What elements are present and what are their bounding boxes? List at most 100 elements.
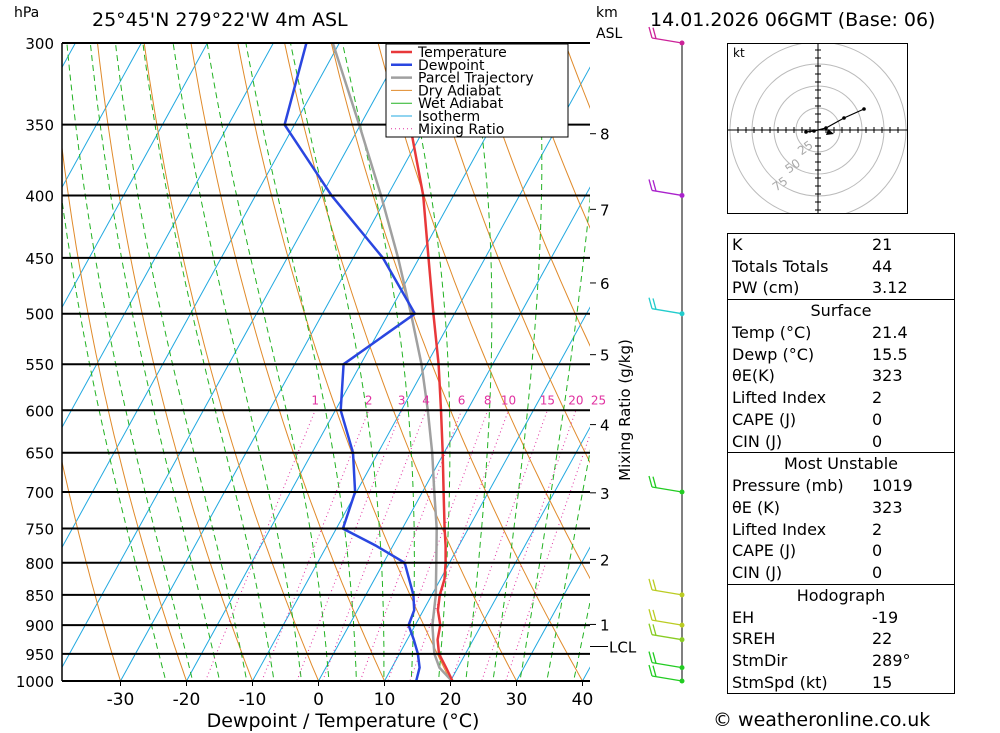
wind-barb-flag [652, 476, 657, 488]
most-unstable-index-value: 0 [872, 562, 883, 582]
dry-adiabat-line [377, 43, 590, 580]
wind-barb-staff [651, 661, 683, 669]
hodograph-index-row: StmSpd (kt) 15 [728, 672, 954, 694]
index-row: K 21 [728, 234, 954, 256]
surface-index-label: CAPE (J) [732, 409, 797, 429]
isotherm-line [62, 43, 208, 309]
pressure-tick-label: 800 [25, 555, 54, 573]
mixing-ratio-value-label: 2 [365, 393, 373, 407]
surface-title: Surface [810, 301, 872, 321]
most-unstable-index-label: θE (K) [732, 497, 780, 517]
mixing-ratio-line [387, 410, 489, 681]
surface-index-label: Temp (°C) [732, 323, 812, 343]
most-unstable-index-value: 0 [872, 541, 883, 561]
km-tick-label: 5 [600, 347, 610, 365]
surface-index-label: CIN (J) [732, 431, 783, 451]
legend-box [385, 43, 569, 138]
surface-index-row: Dewp (°C) 15.5 [728, 344, 954, 366]
indices-table: K 21 Totals Totals 44 PW (cm) 3.12 Surface Te… [727, 233, 955, 695]
wind-barb-staff [651, 675, 683, 682]
indices-section-hodograph: Hodograph EH -19 SREH 22 StmDir 289° StmSpd (k… [728, 583, 954, 694]
hodograph-unit-label: kt [733, 46, 745, 60]
pressure-tick-label: 400 [25, 187, 54, 205]
hodograph-point [812, 129, 816, 133]
location-title: 25°45'N 279°22'W 4m ASL [92, 9, 348, 31]
pressure-tick-label: 300 [25, 35, 54, 53]
mixing-ratio-line [322, 410, 427, 681]
pressure-tick-label: 700 [25, 484, 54, 502]
index-value: 3.12 [872, 278, 908, 298]
wind-barb-flag [652, 665, 657, 677]
wind-barb [648, 623, 685, 643]
dry-adiabat-line [330, 43, 584, 681]
wind-barb-staff [651, 634, 683, 641]
wind-barb-staff [651, 189, 683, 197]
isotherm-line [383, 306, 590, 681]
x-tick-label: -20 [173, 690, 201, 710]
most-unstable-index-label: CIN (J) [732, 562, 783, 582]
km-tick-label: 8 [600, 126, 610, 144]
legend-entry-label: Dewpoint [418, 58, 485, 74]
index-row: PW (cm) 3.12 [728, 277, 954, 299]
wind-barb-flag [648, 26, 653, 39]
hodograph-index-label: SREH [732, 629, 776, 649]
wind-barb-flag [652, 652, 657, 664]
wind-barb-flag [648, 623, 653, 635]
surface-index-row: CAPE (J) 0 [728, 409, 954, 431]
dry-adiabat-line [471, 43, 590, 347]
dry-adiabat-line [965, 6, 1000, 707]
pressure-tick-label: 500 [25, 306, 54, 324]
pressure-tick-label: 650 [25, 445, 54, 463]
hodograph-index-label: StmDir [732, 651, 788, 670]
pressure-tick-label: 1000 [16, 673, 54, 691]
hodograph-point [804, 130, 808, 134]
mixing-ratio-value-label: 15 [540, 393, 555, 407]
surface-index-label: Dewp (°C) [732, 344, 815, 364]
pressure-tick-label: 950 [25, 646, 54, 664]
pressure-unit-label: hPa [14, 5, 40, 21]
hodograph-title: Hodograph [796, 585, 886, 605]
mixing-ratio-value-label: 10 [501, 393, 516, 407]
height-unit-asl: ASL [596, 26, 623, 42]
index-label: Totals Totals [732, 256, 829, 276]
index-value: 21 [872, 235, 893, 254]
x-tick-label: 10 [374, 690, 396, 710]
km-tick-label: 7 [600, 201, 610, 219]
dry-adiabat-line [62, 144, 188, 681]
wind-barb [648, 475, 685, 495]
mixing-ratio-value-label: 8 [484, 393, 492, 407]
wind-barb [648, 664, 685, 684]
most-unstable-index-row: CIN (J) 0 [728, 562, 954, 584]
hodograph-index-value: 22 [872, 629, 893, 649]
wind-barb-flag [648, 608, 653, 621]
indices-section-most-unstable: Most Unstable Pressure (mb) 1019 θE (K) 323… [728, 452, 954, 583]
mixing-ratio-line [204, 410, 316, 681]
isotherm-line [62, 43, 142, 189]
temperature-line [394, 43, 455, 681]
wind-barb-flag [652, 609, 657, 622]
wet-adiabat-line [172, 43, 302, 681]
hodograph-point [842, 116, 846, 120]
copyright-text[interactable]: © weatheronline.co.uk [713, 709, 931, 731]
wet-adiabat-line [573, 599, 590, 681]
pressure-tick-label: 550 [25, 356, 54, 374]
wind-barb-flag [652, 298, 657, 310]
most-unstable-index-value: 1019 [872, 476, 913, 496]
km-tick-label: 1 [600, 616, 610, 634]
wet-adiabat-line [114, 43, 248, 681]
isotherm-line [515, 546, 590, 681]
dry-adiabat-line [237, 43, 452, 681]
hodograph-index-label: EH [732, 607, 755, 627]
wind-barb-flag [652, 27, 657, 39]
surface-index-label: Lifted Index [732, 388, 827, 408]
wind-barb [648, 297, 685, 317]
most-unstable-index-value: 2 [872, 519, 883, 539]
x-tick-label: 40 [572, 690, 594, 710]
wind-barb-flag [652, 179, 657, 192]
wet-adiabat-line [341, 43, 415, 681]
surface-index-value: 15.5 [872, 344, 908, 364]
surface-index-value: 0 [872, 431, 883, 451]
surface-index-row: θE(K) 323 [728, 365, 954, 387]
dry-adiabat-line [424, 43, 590, 464]
